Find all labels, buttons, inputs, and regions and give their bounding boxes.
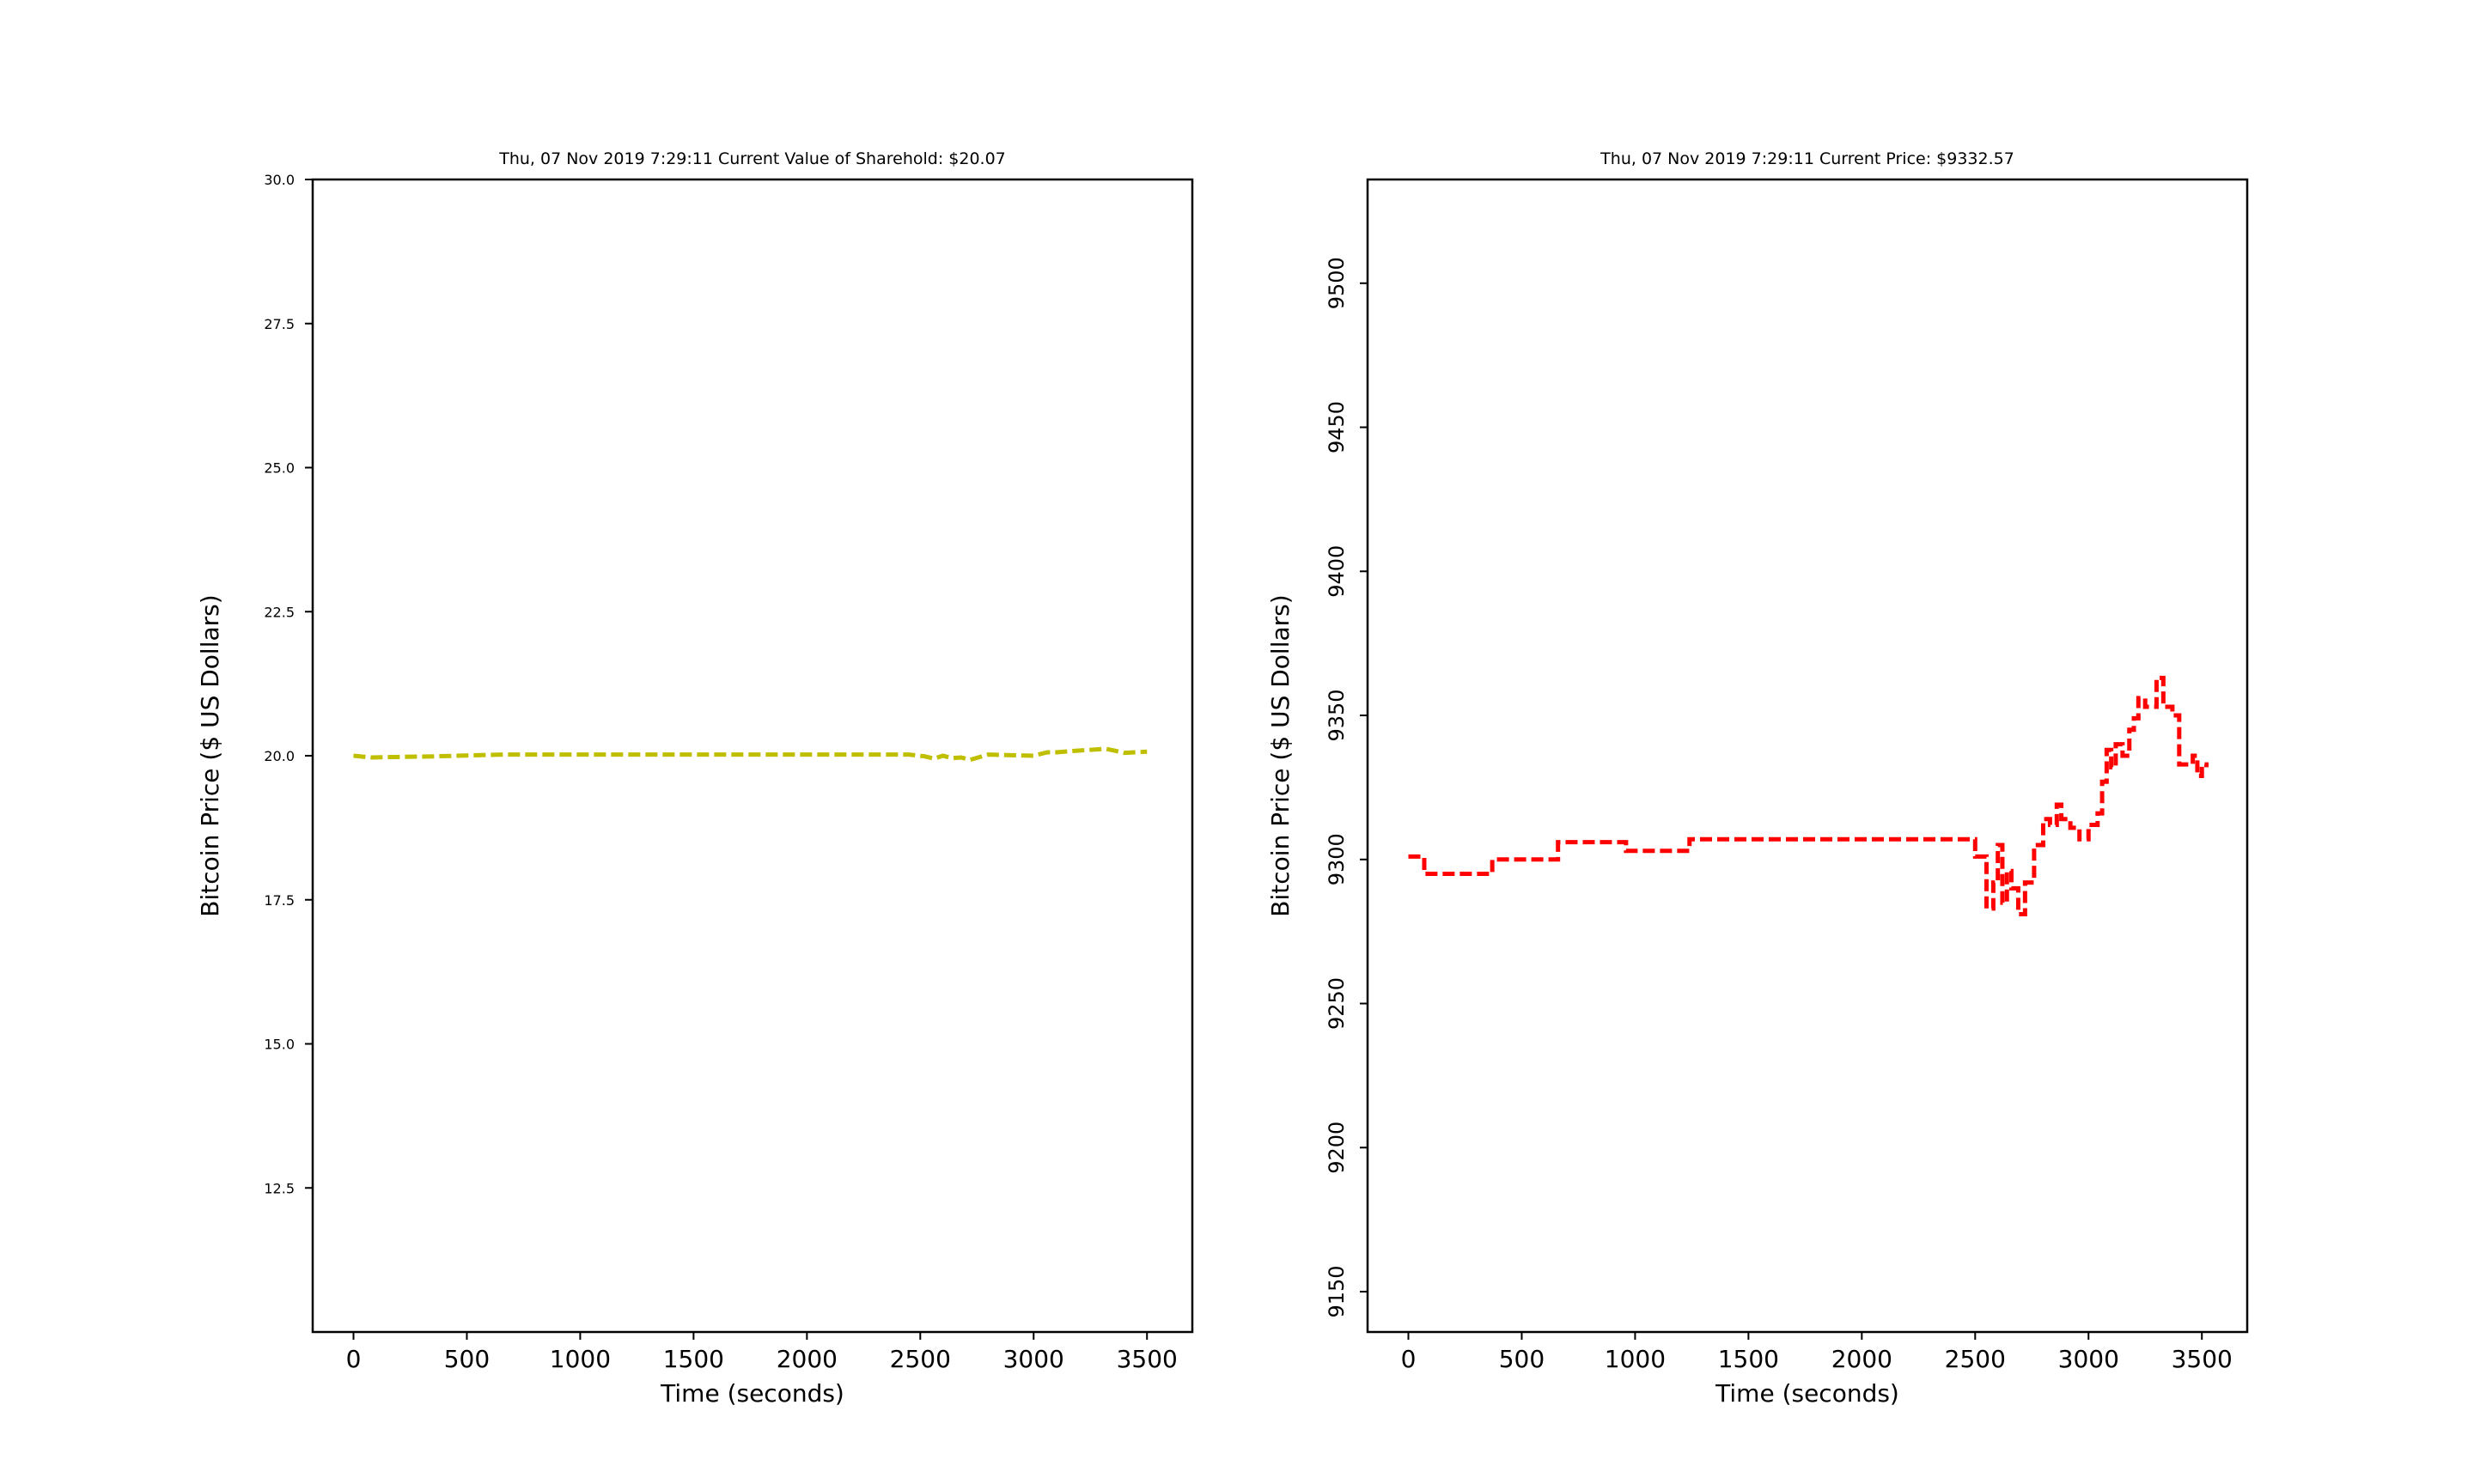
y-axis-label: Bitcoin Price ($ US Dollars) — [1266, 594, 1295, 916]
x-tick-label: 2000 — [777, 1345, 838, 1373]
y-tick-label: 15.0 — [264, 1037, 295, 1053]
x-tick-label: 3000 — [1003, 1345, 1064, 1373]
y-tick-label: 9350 — [1325, 689, 1349, 741]
y-tick-label: 25.0 — [264, 460, 295, 477]
chart-title: Thu, 07 Nov 2019 7:29:11 Current Value o… — [498, 149, 1006, 168]
y-tick-label: 9200 — [1325, 1122, 1349, 1174]
plot-frame — [1366, 178, 2249, 1334]
chart-title: Thu, 07 Nov 2019 7:29:11 Current Price: … — [1600, 149, 2014, 168]
y-axis-label: Bitcoin Price ($ US Dollars) — [196, 594, 224, 916]
x-tick-label: 1500 — [663, 1345, 724, 1373]
y-axis: 12.5 15.0 17.5 20.0 22.5 25.0 27.5 30.0 — [264, 172, 313, 1196]
y-tick-label: 27.5 — [264, 316, 295, 332]
x-tick-label: 500 — [444, 1345, 490, 1373]
x-axis-label: Time (seconds) — [1715, 1379, 1899, 1408]
x-axis: 0 500 1000 1500 2000 2500 3000 3500 — [346, 1332, 1178, 1373]
x-tick-label: 2500 — [1945, 1345, 2006, 1373]
y-tick-label: 9300 — [1325, 833, 1349, 885]
y-tick-label: 9450 — [1325, 401, 1349, 453]
x-tick-label: 1500 — [1718, 1345, 1779, 1373]
y-tick-label: 17.5 — [264, 892, 295, 909]
y-tick-label: 22.5 — [264, 604, 295, 620]
y-tick-label: 30.0 — [264, 172, 295, 188]
series-line — [353, 746, 1148, 763]
x-tick-label: 0 — [346, 1345, 362, 1373]
y-tick-label: 9150 — [1325, 1265, 1349, 1317]
x-tick-label: 3500 — [2172, 1345, 2233, 1373]
y-tick-label: 9500 — [1325, 257, 1349, 309]
y-tick-label: 9400 — [1325, 545, 1349, 598]
chart-shareholder-value: Thu, 07 Nov 2019 7:29:11 Current Value o… — [196, 149, 1194, 1408]
y-axis: 9150 9200 9250 9300 9350 9400 9450 9500 — [1325, 257, 1368, 1318]
x-axis-label: Time (seconds) — [660, 1379, 844, 1408]
chart-bitcoin-price: Thu, 07 Nov 2019 7:29:11 Current Price: … — [1266, 149, 2249, 1408]
y-tick-label: 20.0 — [264, 748, 295, 764]
x-tick-label: 2000 — [1831, 1345, 1892, 1373]
y-tick-label: 12.5 — [264, 1180, 295, 1196]
x-tick-label: 3500 — [1117, 1345, 1178, 1373]
x-tick-label: 1000 — [550, 1345, 611, 1373]
x-tick-label: 1000 — [1605, 1345, 1666, 1373]
x-tick-label: 0 — [1401, 1345, 1417, 1373]
data-layer — [353, 746, 1148, 763]
y-tick-label: 9250 — [1325, 977, 1349, 1030]
x-tick-label: 3000 — [2058, 1345, 2119, 1373]
x-tick-label: 2500 — [890, 1345, 951, 1373]
series-line — [1408, 675, 2209, 917]
data-layer — [1408, 675, 2209, 917]
x-axis: 0 500 1000 1500 2000 2500 3000 3500 — [1401, 1332, 2233, 1373]
x-tick-label: 500 — [1499, 1345, 1545, 1373]
